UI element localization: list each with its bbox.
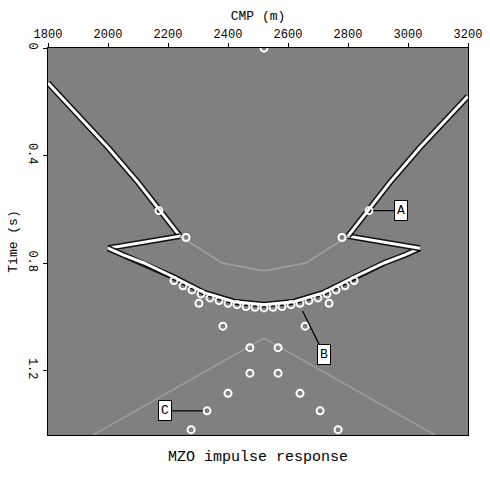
svg-text:1.2: 1.2 <box>25 358 39 380</box>
svg-text:B: B <box>320 347 328 362</box>
svg-text:3200: 3200 <box>454 28 483 42</box>
svg-text:2600: 2600 <box>274 28 303 42</box>
svg-text:1800: 1800 <box>34 28 63 42</box>
svg-text:0: 0 <box>25 43 39 50</box>
svg-text:2000: 2000 <box>94 28 123 42</box>
svg-text:CMP (m): CMP (m) <box>231 9 286 24</box>
svg-text:2400: 2400 <box>214 28 243 42</box>
svg-text:Time (s): Time (s) <box>6 210 21 272</box>
svg-text:C: C <box>161 403 169 418</box>
svg-text:2800: 2800 <box>334 28 363 42</box>
svg-text:0.4: 0.4 <box>25 143 39 165</box>
svg-text:0.8: 0.8 <box>25 250 39 272</box>
svg-text:A: A <box>397 203 405 218</box>
svg-text:MZO impulse response: MZO impulse response <box>168 449 348 466</box>
svg-text:2200: 2200 <box>154 28 183 42</box>
svg-text:3000: 3000 <box>394 28 423 42</box>
